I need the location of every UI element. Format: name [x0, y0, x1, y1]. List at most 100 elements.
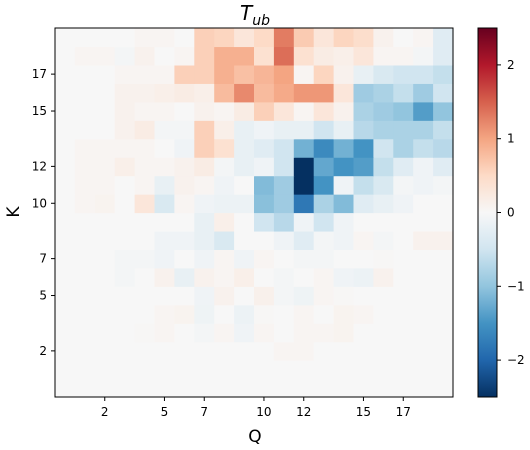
heatmap-cell [214, 341, 235, 361]
heatmap-cell [433, 341, 454, 361]
heatmap-cell [234, 341, 255, 361]
heatmap-cell [234, 267, 255, 287]
heatmap-cell [273, 175, 295, 195]
heatmap-cell [254, 101, 275, 121]
heatmap-cell [74, 378, 96, 398]
heatmap-cell [293, 157, 315, 177]
heatmap-cell [55, 360, 76, 380]
heatmap-cell [154, 101, 175, 121]
heatmap-cell [154, 194, 175, 214]
heatmap-cell [154, 64, 175, 84]
heatmap-cell [154, 304, 175, 324]
heatmap-cell [134, 304, 156, 324]
heatmap-cell [273, 28, 295, 48]
heatmap-cell [293, 360, 315, 380]
heatmap-cell [273, 286, 295, 306]
heatmap-cell [273, 341, 295, 361]
heatmap-cell [373, 120, 394, 140]
heatmap-cell [273, 101, 295, 121]
heatmap-cell [353, 194, 374, 214]
heatmap-cell [55, 28, 76, 48]
heatmap-cell [373, 212, 394, 232]
heatmap-cell [134, 341, 156, 361]
heatmap-cell [353, 138, 374, 158]
heatmap-cell [393, 360, 414, 380]
heatmap-cell [393, 212, 414, 232]
heatmap-cell [234, 175, 255, 195]
heatmap-cell [313, 175, 335, 195]
heatmap-cell [114, 286, 136, 306]
heatmap-cell [333, 46, 355, 66]
heatmap-cell [174, 341, 195, 361]
heatmap-cell [413, 304, 434, 324]
heatmap-cell [74, 304, 96, 324]
heatmap-cell [273, 138, 295, 158]
heatmap-cell [273, 304, 295, 324]
heatmap-cell [154, 323, 175, 343]
heatmap-cell [313, 360, 335, 380]
heatmap-cell [313, 286, 335, 306]
heatmap-cell [313, 138, 335, 158]
heatmap-cell [234, 212, 255, 232]
heatmap-cell [154, 249, 175, 269]
y-axis-label: K [4, 206, 24, 218]
heatmap-cell [373, 360, 394, 380]
heatmap-cell [353, 212, 374, 232]
heatmap-cell [154, 212, 175, 232]
heatmap-cell [134, 323, 156, 343]
heatmap-cell [94, 138, 116, 158]
heatmap-cell [154, 378, 175, 398]
heatmap-cell [273, 46, 295, 66]
heatmap-cell [214, 267, 235, 287]
heatmap-cell [174, 194, 195, 214]
heatmap-cell [373, 46, 394, 66]
heatmap-cell [154, 341, 175, 361]
heatmap-cell [433, 138, 454, 158]
heatmap-cell [134, 194, 156, 214]
heatmap-cell [234, 378, 255, 398]
heatmap-cell [393, 323, 414, 343]
heatmap-cell [94, 46, 116, 66]
heatmap-cell [433, 194, 454, 214]
heatmap-cell [74, 120, 96, 140]
heatmap-cell [114, 304, 136, 324]
heatmap-cell [194, 175, 215, 195]
heatmap-cell [114, 83, 136, 103]
heatmap-cell [74, 175, 96, 195]
heatmap-cell [333, 64, 355, 84]
heatmap-cell [373, 157, 394, 177]
heatmap-cell [393, 157, 414, 177]
heatmap-cell [393, 83, 414, 103]
heatmap-cell [154, 230, 175, 250]
heatmap-cell [174, 83, 195, 103]
heatmap-cell [114, 249, 136, 269]
heatmap-cell [94, 175, 116, 195]
heatmap-cell [74, 83, 96, 103]
heatmap-cell [134, 249, 156, 269]
heatmap-cell [254, 323, 275, 343]
heatmap-cell [333, 378, 355, 398]
heatmap-cell [273, 230, 295, 250]
heatmap-cell [353, 46, 374, 66]
heatmap-cell [114, 212, 136, 232]
heatmap-cell [214, 157, 235, 177]
y-tick-label: 5 [39, 289, 47, 303]
heatmap-cell [134, 101, 156, 121]
heatmap-cell [74, 286, 96, 306]
heatmap-cell [313, 267, 335, 287]
heatmap-cell [313, 157, 335, 177]
heatmap-cell [55, 64, 76, 84]
heatmap-cell [254, 83, 275, 103]
heatmap-cell [333, 230, 355, 250]
heatmap-cell [273, 249, 295, 269]
heatmap-cell [293, 249, 315, 269]
x-tick-label: 17 [396, 405, 411, 419]
heatmap-cell [174, 323, 195, 343]
heatmap-cell [333, 28, 355, 48]
heatmap-cell [254, 249, 275, 269]
heatmap-cell [433, 360, 454, 380]
heatmap-cell [353, 101, 374, 121]
heatmap-cell [373, 28, 394, 48]
heatmap-cell [273, 212, 295, 232]
heatmap-cell [154, 120, 175, 140]
